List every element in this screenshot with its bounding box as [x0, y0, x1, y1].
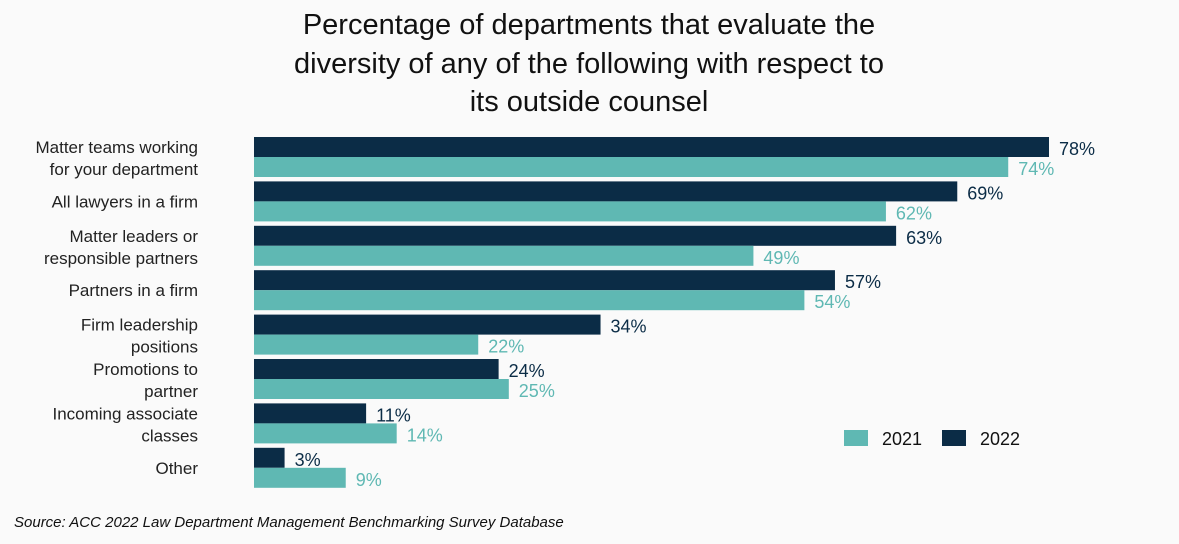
bar-2021 [254, 467, 346, 488]
bar-2022 [254, 181, 958, 202]
bar-2022 [254, 137, 1049, 157]
category-label: Partners in a firm [69, 281, 198, 300]
chart-title-line-1: Percentage of departments that evaluate … [303, 9, 875, 41]
legend: 2021 2022 [844, 429, 1020, 449]
category-label: Incoming associate [52, 404, 198, 423]
legend-swatch-2021 [844, 430, 868, 446]
data-label-2022: 63% [906, 228, 942, 248]
data-label-2021: 74% [1018, 159, 1054, 179]
category-label: Firm leadership [81, 316, 198, 335]
source-note: Source: ACC 2022 Law Department Manageme… [14, 514, 564, 531]
data-label-2022: 57% [845, 272, 881, 292]
data-label-2022: 3% [295, 450, 321, 470]
data-label-2022: 24% [509, 361, 545, 381]
bar-2021 [254, 201, 886, 222]
bar-2022 [254, 225, 897, 246]
bar-2022 [254, 270, 835, 291]
data-label-2022: 34% [611, 317, 647, 337]
bar-2021 [254, 157, 1009, 177]
data-label-2022: 69% [967, 183, 1003, 203]
bar-2021 [254, 379, 509, 399]
legend-label-2022: 2022 [980, 429, 1020, 449]
bar-2022 [254, 359, 499, 379]
data-label-2021: 25% [519, 381, 555, 401]
legend-swatch-2022 [942, 430, 966, 446]
bar-2022 [254, 403, 367, 424]
data-label-2022: 11% [376, 405, 411, 425]
bar-2022 [254, 314, 601, 335]
bar-2021 [254, 334, 479, 355]
category-label: All lawyers in a firm [52, 192, 198, 211]
bar-2021 [254, 290, 805, 311]
bar-2021 [254, 423, 397, 444]
chart-title-line-2: diversity of any of the following with r… [294, 48, 884, 80]
bar-2022 [254, 447, 285, 468]
data-label-2022: 78% [1059, 139, 1095, 159]
bar-2021 [254, 245, 754, 266]
data-label-2021: 49% [763, 248, 799, 268]
data-label-2021: 22% [488, 337, 524, 357]
legend-label-2021: 2021 [882, 429, 922, 449]
category-label: positions [131, 338, 198, 357]
data-label-2021: 9% [356, 470, 382, 490]
category-label: partner [144, 382, 198, 401]
category-label: Matter leaders or [70, 227, 199, 246]
category-label: Matter teams working [36, 138, 199, 157]
category-label: for your department [50, 160, 199, 179]
category-label: responsible partners [44, 249, 198, 268]
data-label-2021: 14% [407, 425, 443, 445]
chart-title-line-3: its outside counsel [470, 86, 709, 118]
category-label: Other [155, 459, 198, 478]
data-label-2021: 54% [814, 292, 850, 312]
category-label: classes [141, 426, 198, 445]
category-label: Promotions to [93, 360, 198, 379]
data-label-2021: 62% [896, 203, 932, 223]
